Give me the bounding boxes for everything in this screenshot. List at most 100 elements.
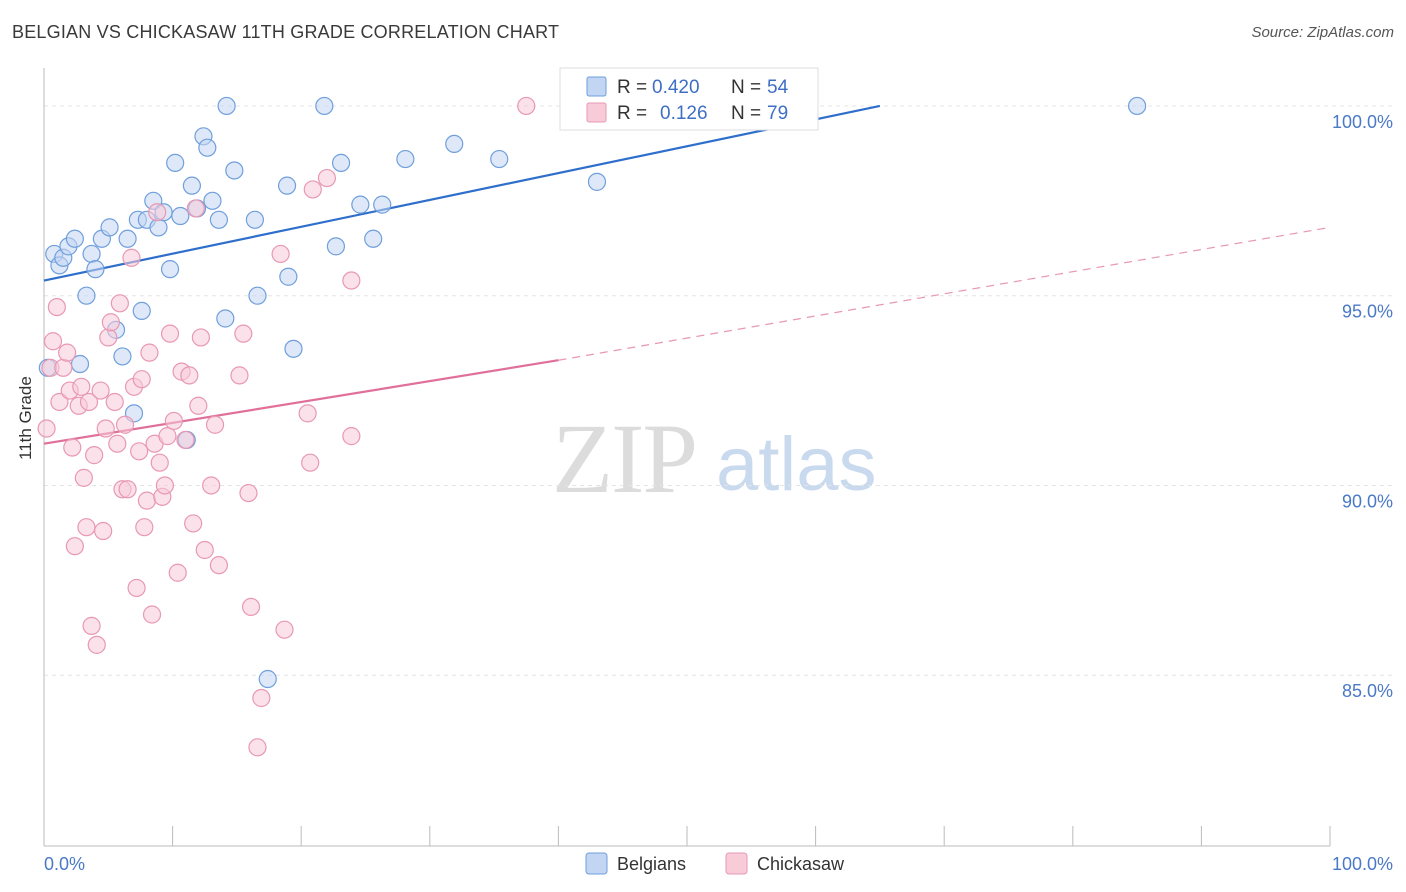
chickasaw-point bbox=[148, 203, 167, 222]
chickasaw-point bbox=[72, 377, 91, 396]
chickasaw-point bbox=[47, 297, 66, 317]
chickasaw-point bbox=[108, 434, 127, 453]
y-tick-label: 95.0% bbox=[1342, 302, 1393, 322]
legend-n-value-chickasaw: 79 bbox=[767, 103, 788, 124]
bottom-legend: Belgians Chickasaw bbox=[585, 852, 845, 875]
chickasaw-point bbox=[96, 419, 115, 438]
belgians-point bbox=[284, 339, 303, 358]
belgians-point bbox=[279, 267, 298, 286]
belgians-point bbox=[203, 191, 222, 210]
legend-swatch-belgians bbox=[586, 76, 607, 97]
chickasaw-point bbox=[58, 343, 77, 362]
chickasaw-point bbox=[50, 392, 69, 412]
x-tick-label-min: 0.0% bbox=[44, 854, 85, 874]
chart-title: BELGIAN VS CHICKASAW 11TH GRADE CORRELAT… bbox=[12, 22, 560, 42]
belgians-point bbox=[331, 153, 351, 172]
chickasaw-point bbox=[303, 180, 322, 199]
chickasaw-point bbox=[298, 404, 317, 423]
belgians-point bbox=[160, 260, 180, 279]
chickasaw-point bbox=[241, 597, 261, 617]
chickasaw-point bbox=[205, 415, 225, 434]
chickasaw-point bbox=[234, 324, 253, 343]
belgians-point bbox=[132, 301, 151, 320]
x-tick-label-max: 100.0% bbox=[1332, 854, 1393, 874]
belgians-point bbox=[82, 244, 101, 264]
belgians-point bbox=[198, 138, 217, 157]
belgians-point bbox=[315, 96, 334, 116]
belgians-point bbox=[217, 96, 236, 116]
belgians-point bbox=[113, 347, 132, 366]
chickasaw-point bbox=[87, 635, 106, 654]
chickasaw-point bbox=[252, 688, 271, 708]
bottom-legend-label-belgians: Belgians bbox=[617, 854, 686, 874]
chickasaw-point bbox=[202, 476, 221, 495]
grid-lines bbox=[44, 105, 1393, 676]
belgians-point bbox=[182, 176, 201, 195]
chickasaw-point bbox=[94, 521, 113, 541]
belgians-point bbox=[351, 195, 370, 214]
belgians-point bbox=[100, 218, 119, 237]
chickasaw-point bbox=[186, 199, 205, 218]
belgians-point bbox=[396, 149, 415, 169]
belgians-point bbox=[248, 286, 267, 305]
chickasaw-point bbox=[209, 556, 228, 575]
chickasaw-point bbox=[164, 411, 183, 431]
belgians-point bbox=[171, 206, 190, 226]
chickasaw-point bbox=[127, 578, 146, 598]
chickasaw-point bbox=[271, 244, 290, 264]
chickasaw-point bbox=[150, 453, 169, 472]
chickasaw-point bbox=[160, 324, 180, 343]
chickasaw-trend-extension bbox=[558, 226, 1331, 361]
legend-r-label-belgians: R = bbox=[617, 77, 647, 98]
belgians-point bbox=[490, 149, 509, 169]
chickasaw-point bbox=[115, 415, 135, 434]
y-tick-label: 90.0% bbox=[1342, 491, 1393, 511]
legend-n-label-belgians: N = bbox=[731, 77, 761, 98]
chickasaw-point bbox=[82, 616, 101, 635]
chickasaw-point bbox=[248, 738, 267, 757]
belgians-trend-line bbox=[43, 104, 881, 282]
chickasaw-point bbox=[317, 168, 337, 188]
chickasaw-point bbox=[91, 381, 110, 400]
belgians-point bbox=[245, 210, 265, 229]
bottom-legend-swatch-belgians bbox=[585, 852, 608, 875]
trend-lines bbox=[43, 104, 1331, 445]
legend-r-value-belgians: 0.420 bbox=[652, 77, 700, 98]
belgians-point bbox=[216, 309, 235, 328]
watermark-atlas: atlas bbox=[716, 422, 877, 507]
chickasaw-point bbox=[43, 332, 63, 351]
chickasaw-point bbox=[275, 620, 294, 639]
y-tick-labels: 100.0% 95.0% 90.0% 85.0% bbox=[1332, 112, 1393, 701]
chickasaw-point bbox=[74, 468, 93, 487]
legend-r-value-chickasaw: 0.126 bbox=[660, 103, 708, 124]
belgians-point bbox=[277, 176, 297, 195]
chickasaw-point bbox=[101, 313, 120, 332]
chickasaw-point bbox=[158, 427, 177, 446]
belgians-point bbox=[149, 218, 168, 237]
belgians-point bbox=[225, 161, 244, 180]
legend-n-value-belgians: 54 bbox=[767, 77, 789, 98]
chickasaw-point bbox=[79, 392, 99, 412]
chickasaw-point bbox=[189, 396, 208, 415]
watermark-zip: ZIP bbox=[552, 403, 696, 514]
belgians-point bbox=[209, 210, 228, 229]
chickasaw-point bbox=[155, 476, 174, 495]
chickasaw-point bbox=[37, 419, 56, 438]
chickasaw-point bbox=[63, 438, 82, 457]
chickasaw-point bbox=[54, 358, 73, 377]
belgians-point bbox=[86, 260, 105, 279]
bottom-legend-swatch-chickasaw bbox=[725, 852, 748, 875]
y-tick-label: 100.0% bbox=[1332, 112, 1393, 132]
chickasaw-point bbox=[301, 453, 320, 472]
chickasaw-point bbox=[342, 427, 361, 446]
belgians-point bbox=[1127, 96, 1147, 116]
belgians-point bbox=[326, 237, 346, 256]
chickasaw-point bbox=[180, 366, 199, 385]
chickasaw-point bbox=[110, 294, 129, 313]
chickasaw-point bbox=[195, 540, 214, 560]
belgians-point bbox=[166, 153, 185, 172]
belgians-point bbox=[445, 134, 464, 154]
y-tick-label: 85.0% bbox=[1342, 681, 1393, 701]
belgians-point bbox=[258, 669, 277, 689]
